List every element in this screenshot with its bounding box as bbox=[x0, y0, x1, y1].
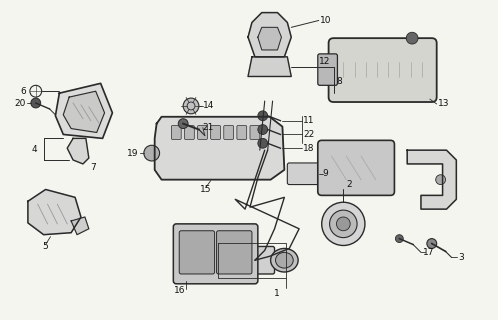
Circle shape bbox=[258, 111, 267, 121]
Text: 22: 22 bbox=[303, 130, 314, 139]
Text: 2: 2 bbox=[346, 180, 352, 189]
FancyBboxPatch shape bbox=[224, 126, 234, 140]
FancyBboxPatch shape bbox=[287, 163, 321, 185]
Circle shape bbox=[258, 138, 267, 148]
Text: 10: 10 bbox=[320, 16, 331, 25]
Circle shape bbox=[427, 239, 437, 248]
FancyBboxPatch shape bbox=[171, 126, 181, 140]
FancyBboxPatch shape bbox=[318, 140, 394, 196]
Text: 12: 12 bbox=[319, 57, 330, 66]
Text: 8: 8 bbox=[337, 77, 342, 86]
Circle shape bbox=[31, 98, 41, 108]
Polygon shape bbox=[28, 189, 81, 235]
Polygon shape bbox=[407, 150, 456, 209]
Circle shape bbox=[337, 217, 350, 231]
Circle shape bbox=[226, 255, 235, 265]
FancyBboxPatch shape bbox=[184, 126, 194, 140]
Text: 5: 5 bbox=[43, 242, 48, 251]
FancyBboxPatch shape bbox=[250, 126, 260, 140]
FancyBboxPatch shape bbox=[318, 54, 338, 85]
Text: 7: 7 bbox=[90, 164, 96, 172]
FancyBboxPatch shape bbox=[179, 231, 215, 274]
Text: 3: 3 bbox=[458, 253, 464, 262]
Text: 14: 14 bbox=[203, 101, 214, 110]
Text: 16: 16 bbox=[174, 286, 186, 295]
Text: 21: 21 bbox=[203, 123, 214, 132]
Polygon shape bbox=[55, 83, 113, 138]
Circle shape bbox=[178, 119, 188, 129]
FancyBboxPatch shape bbox=[211, 126, 221, 140]
Ellipse shape bbox=[275, 252, 293, 268]
Ellipse shape bbox=[270, 248, 298, 272]
Text: 11: 11 bbox=[303, 116, 315, 125]
Text: 19: 19 bbox=[127, 148, 139, 158]
Circle shape bbox=[395, 235, 403, 243]
Text: 1: 1 bbox=[273, 289, 279, 298]
Polygon shape bbox=[258, 27, 281, 50]
Text: 13: 13 bbox=[438, 100, 449, 108]
FancyBboxPatch shape bbox=[329, 38, 437, 102]
FancyBboxPatch shape bbox=[198, 126, 207, 140]
Polygon shape bbox=[248, 12, 291, 57]
Text: 9: 9 bbox=[323, 169, 329, 178]
Circle shape bbox=[436, 175, 446, 185]
Polygon shape bbox=[71, 217, 89, 235]
Polygon shape bbox=[63, 91, 105, 132]
FancyBboxPatch shape bbox=[237, 126, 247, 140]
Text: 6: 6 bbox=[20, 87, 26, 96]
FancyBboxPatch shape bbox=[217, 231, 252, 274]
Polygon shape bbox=[67, 138, 89, 164]
Text: 20: 20 bbox=[14, 99, 26, 108]
Circle shape bbox=[183, 98, 199, 114]
Circle shape bbox=[221, 251, 240, 270]
FancyBboxPatch shape bbox=[216, 246, 274, 274]
Text: 18: 18 bbox=[303, 144, 315, 153]
Text: 4: 4 bbox=[31, 145, 37, 154]
Polygon shape bbox=[248, 57, 291, 76]
Circle shape bbox=[258, 124, 267, 134]
Text: 17: 17 bbox=[423, 248, 434, 257]
Circle shape bbox=[330, 210, 357, 238]
Polygon shape bbox=[155, 117, 284, 180]
Circle shape bbox=[406, 32, 418, 44]
Circle shape bbox=[322, 202, 365, 245]
Circle shape bbox=[144, 145, 159, 161]
Text: 15: 15 bbox=[200, 185, 212, 194]
FancyBboxPatch shape bbox=[173, 224, 258, 284]
